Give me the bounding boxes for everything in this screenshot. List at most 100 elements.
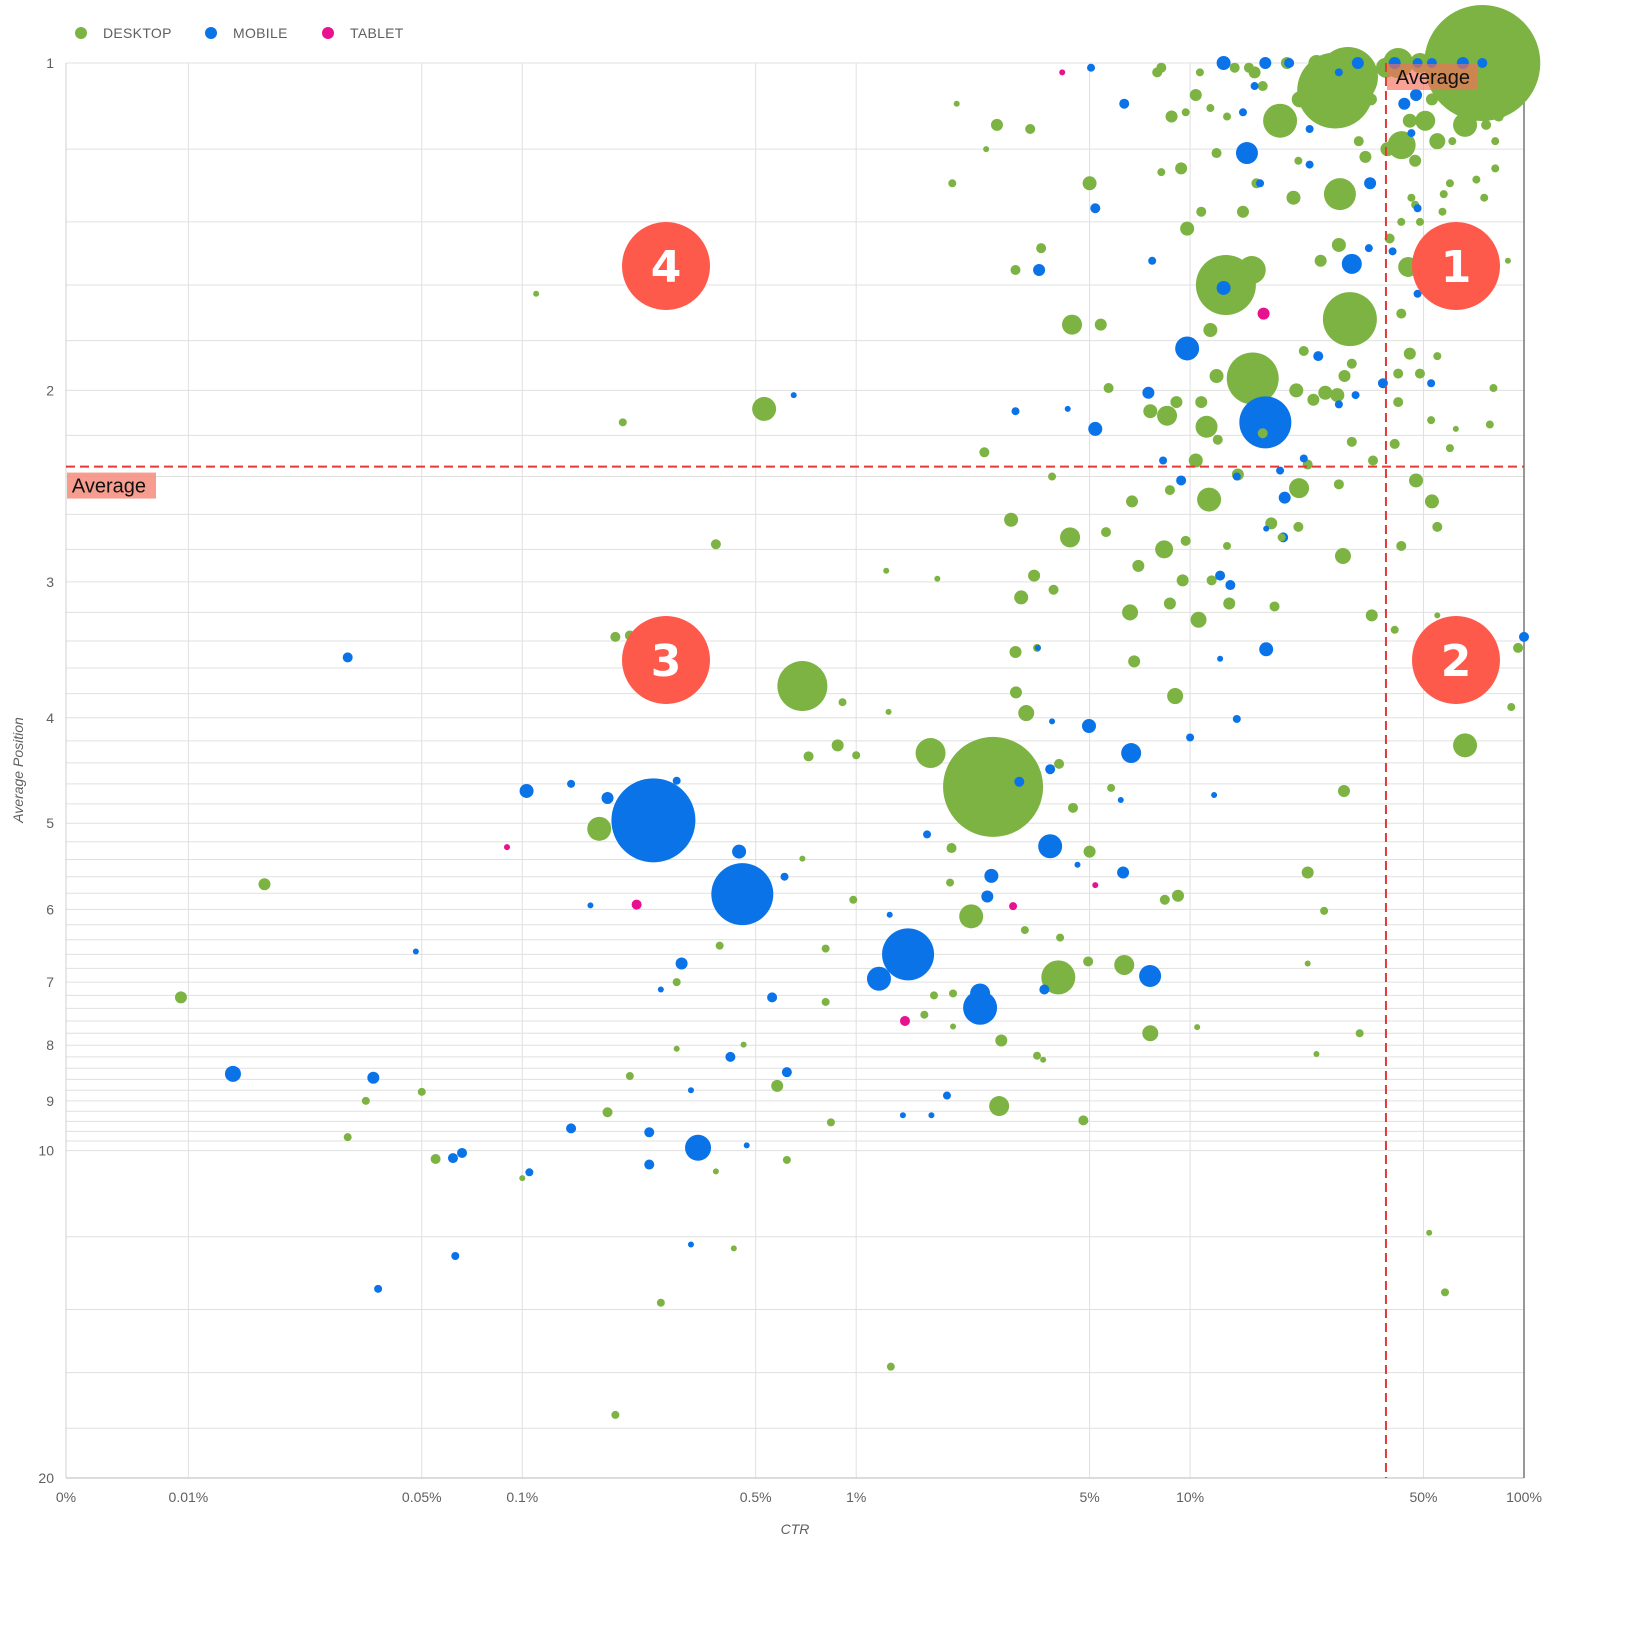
bubble-mobile — [1477, 58, 1488, 68]
bubble-desktop — [989, 1096, 1010, 1117]
bubble-desktop — [1322, 292, 1377, 347]
bubble-mobile — [1119, 98, 1130, 109]
bubble-mobile — [725, 1051, 736, 1062]
bubble-mobile — [1090, 203, 1101, 214]
bubble-mobile — [1364, 177, 1377, 190]
bubble-desktop — [949, 989, 958, 998]
legend-label-desktop: DESKTOP — [103, 25, 172, 41]
bubble-desktop — [1083, 956, 1094, 967]
bubble-desktop — [995, 1034, 1008, 1047]
bubble-desktop — [174, 991, 187, 1004]
tick-labels: 0% 0.01% 0.05% 0.1% 0.5% 1% 5% 10% 50% 100% 1 2 3 4 5 6… — [38, 55, 1541, 1505]
bubble-desktop — [1368, 455, 1379, 466]
bubble-mobile — [899, 1112, 906, 1119]
y-tick-label: 5 — [46, 815, 54, 831]
bubble-mobile — [767, 992, 778, 1003]
bubble-mobile — [732, 844, 747, 859]
reference-lines: Average Average — [66, 63, 1524, 1478]
bubble-desktop — [1103, 383, 1114, 394]
bubble-desktop — [618, 418, 627, 427]
y-tick-label: 3 — [46, 574, 54, 590]
bubble-mobile — [457, 1147, 468, 1158]
bubble-desktop — [1415, 110, 1436, 131]
bubble-desktop — [1196, 206, 1207, 217]
bubble-desktop — [1365, 609, 1378, 622]
bubble-desktop — [1082, 176, 1097, 191]
bubble-desktop — [1453, 112, 1478, 137]
bubble-desktop — [1062, 314, 1083, 335]
bubble-mobile — [644, 1159, 655, 1170]
bubble-mobile — [1139, 965, 1162, 988]
bubble-desktop — [821, 997, 830, 1006]
bubble-mobile — [374, 1284, 383, 1293]
bubble-desktop — [1176, 574, 1189, 587]
bubble-desktop — [1263, 103, 1298, 138]
bubble-desktop — [1223, 112, 1232, 121]
bubble-mobile — [1225, 580, 1236, 591]
bubble-desktop — [1157, 168, 1166, 177]
bubble-mobile — [790, 392, 797, 399]
bubble-mobile — [1033, 264, 1046, 277]
bubble-desktop — [1020, 926, 1029, 935]
bubble-desktop — [1314, 254, 1327, 267]
bubble-desktop — [1175, 162, 1188, 175]
bubble-desktop — [1170, 396, 1183, 409]
bubble-desktop — [1155, 540, 1174, 559]
bubble-desktop — [611, 1410, 620, 1419]
bubble-desktop — [782, 1155, 791, 1164]
bubble-mobile — [1176, 475, 1187, 486]
bubble-mobile — [1011, 407, 1020, 416]
bubble-mobile — [525, 1168, 534, 1177]
bubble-desktop — [1223, 597, 1236, 610]
bubble-mobile — [1186, 733, 1195, 742]
bubble-mobile — [687, 1087, 694, 1094]
bubble-mobile — [1305, 160, 1314, 169]
bubble-mobile — [1259, 642, 1274, 657]
bubble-mobile — [1034, 644, 1041, 651]
bubble-mobile — [566, 1123, 577, 1134]
bubble-desktop — [1330, 388, 1345, 403]
bubble-mobile — [1175, 336, 1200, 361]
bubble-mobile — [1082, 718, 1097, 733]
bubble-desktop — [1009, 686, 1022, 699]
bubble-desktop — [1094, 318, 1107, 331]
bubble-desktop — [1427, 416, 1436, 425]
bubble-desktop — [1054, 758, 1065, 769]
bubble-desktop — [1483, 89, 1494, 100]
bubble-desktop — [1257, 428, 1268, 439]
bubble-mobile — [601, 791, 614, 804]
bubble-mobile — [963, 990, 998, 1025]
bubble-desktop — [1060, 527, 1081, 548]
bubble-desktop — [885, 708, 892, 715]
bubble-desktop — [1320, 906, 1329, 915]
bubble-tablet — [504, 844, 511, 851]
gridlines — [65, 62, 1525, 1479]
legend-marker-desktop — [75, 27, 87, 39]
bubble-desktop — [258, 878, 271, 891]
x-tick-label: 0.1% — [506, 1489, 538, 1505]
x-tick-label: 0.5% — [740, 1489, 772, 1505]
bubble-desktop — [1010, 265, 1021, 276]
bubble-mobile — [447, 1153, 458, 1164]
bubble-desktop — [1313, 1050, 1320, 1057]
bubble-desktop — [1409, 473, 1424, 488]
bubble-mobile — [1263, 525, 1270, 532]
bubble-desktop — [1298, 346, 1309, 357]
bubble-mobile — [923, 830, 932, 839]
bubble-tablet — [1059, 69, 1066, 76]
bubble-desktop — [1033, 1051, 1042, 1060]
bubble-mobile — [1250, 82, 1259, 91]
bubble-desktop — [1289, 383, 1304, 398]
bubble-desktop — [1445, 444, 1454, 453]
bubble-desktop — [886, 1362, 895, 1371]
bubble-desktop — [990, 118, 1003, 131]
bubble-desktop — [1452, 425, 1459, 432]
bubble-desktop — [1499, 99, 1508, 108]
bubble-desktop — [1028, 569, 1041, 582]
bubble-desktop — [1387, 131, 1416, 160]
bubble-desktop — [1393, 368, 1404, 379]
bubble-desktop — [1195, 396, 1208, 409]
bubble-desktop — [1172, 889, 1185, 902]
bubble-mobile — [866, 966, 891, 991]
